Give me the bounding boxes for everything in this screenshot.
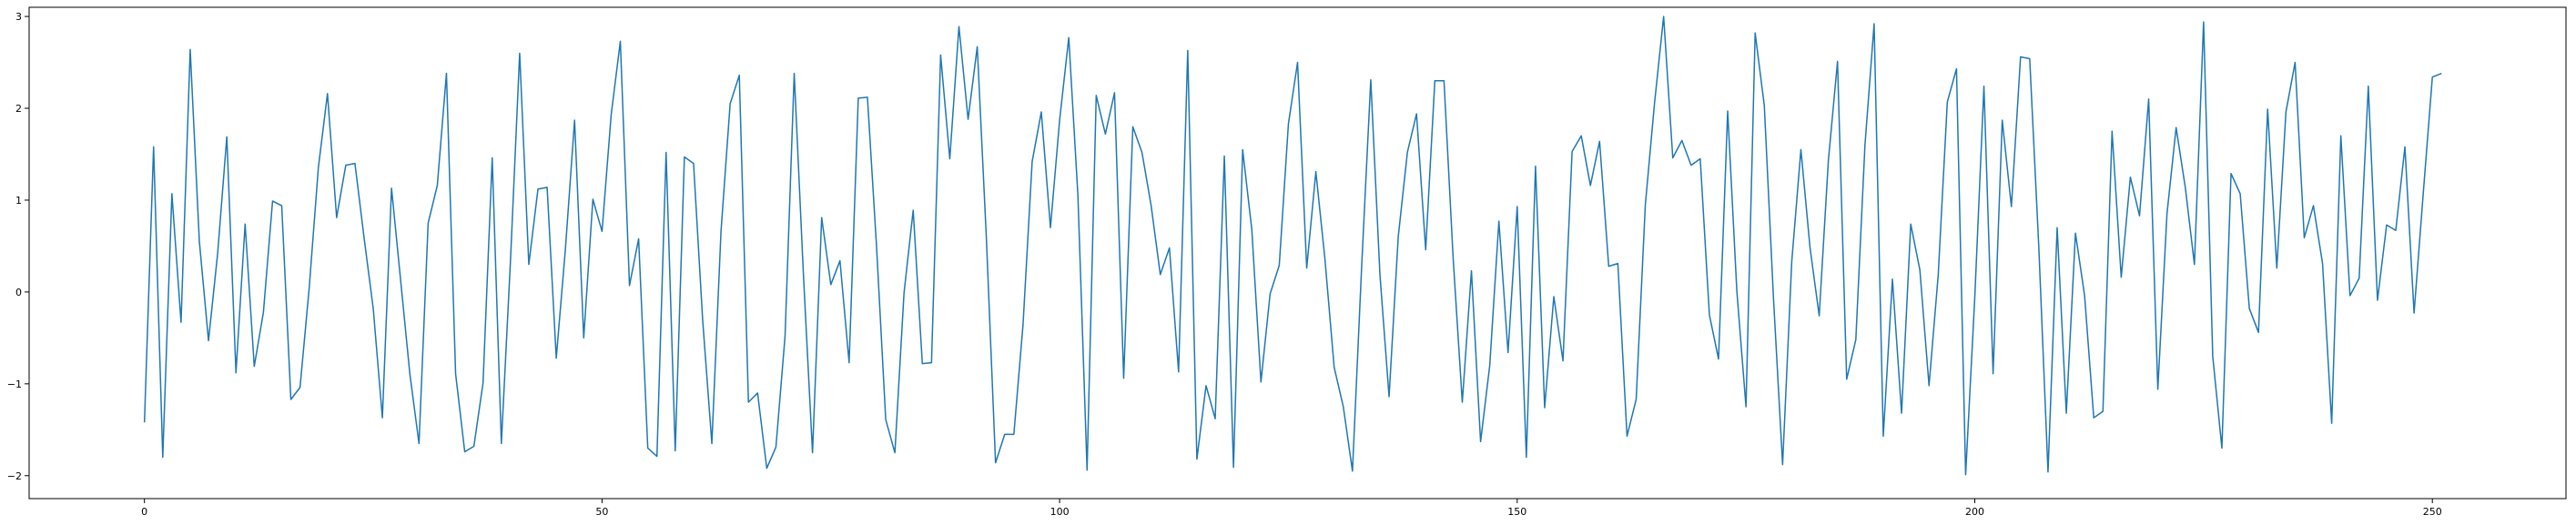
- x-tick-label: 50: [595, 506, 608, 518]
- x-tick-label: 0: [141, 506, 147, 518]
- plot-area: [143, 15, 2442, 476]
- x-tick-label: 250: [2423, 506, 2442, 518]
- x-tick-label: 200: [1965, 506, 1984, 518]
- y-tick-label: 0: [15, 287, 22, 298]
- y-tick-label: 2: [15, 103, 22, 115]
- series-line-0: [143, 15, 2442, 476]
- y-tick-label: −1: [7, 379, 22, 390]
- y-tick-label: −2: [7, 470, 22, 482]
- x-tick-label: 150: [1507, 506, 1526, 518]
- x-axis: 0 50 100 150 200 250: [141, 499, 2442, 518]
- axes-frame: [28, 6, 2567, 500]
- y-axis: −2 −1 0 1 2 3: [7, 11, 29, 482]
- x-tick-label: 100: [1050, 506, 1070, 518]
- y-tick-label: 1: [15, 195, 22, 207]
- y-tick-label: 3: [15, 11, 22, 23]
